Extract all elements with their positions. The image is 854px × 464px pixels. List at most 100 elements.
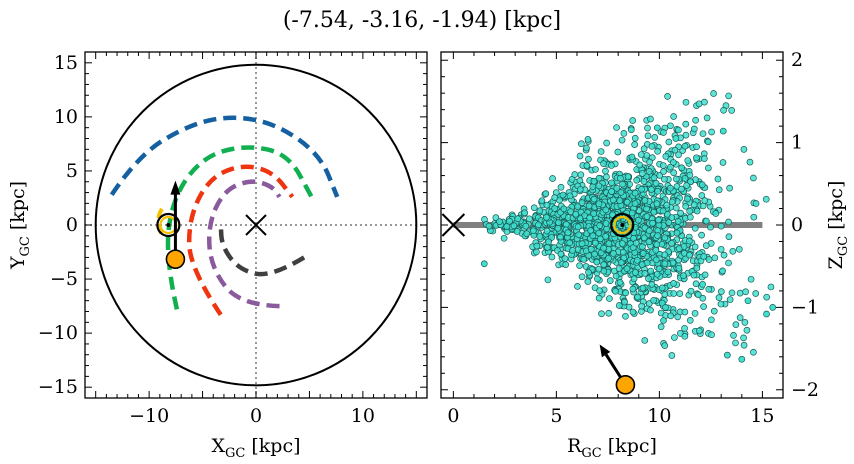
scatter-point <box>635 216 642 224</box>
scatter-point <box>740 341 748 349</box>
left-x-tick-label: 10 <box>351 405 375 427</box>
scatter-point <box>693 207 701 215</box>
scatter-point <box>729 247 737 255</box>
scatter-point <box>652 179 660 187</box>
left-ticks <box>84 51 428 399</box>
scatter-point <box>632 269 639 276</box>
scatter-point <box>705 164 712 172</box>
scatter-point <box>647 115 654 123</box>
scatter-point <box>585 268 592 276</box>
scatter-point <box>617 174 624 182</box>
scatter-point <box>513 228 521 235</box>
scatter-point <box>736 289 744 297</box>
scatter-point <box>742 288 749 296</box>
scatter-point <box>700 303 707 310</box>
scatter-point <box>557 233 564 241</box>
scatter-point <box>503 223 511 230</box>
scatter-point <box>661 260 669 267</box>
scatter-point <box>704 138 712 146</box>
scatter-point <box>595 200 603 208</box>
scatter-point <box>675 245 683 252</box>
scatter-point <box>670 113 677 120</box>
scatter-point <box>740 146 748 153</box>
scatter-point <box>584 136 592 143</box>
scatter-point <box>710 307 718 315</box>
scatter-point <box>633 176 641 184</box>
left-y-tick-label: −5 <box>50 268 78 290</box>
scatter-point <box>666 184 674 192</box>
scatter-point <box>717 222 725 230</box>
scatter-point <box>562 261 570 268</box>
scatter-point <box>659 162 667 169</box>
scatter-point <box>544 276 552 284</box>
scatter-point <box>594 275 601 283</box>
left-x-axis-label: XGC [kpc] <box>211 435 300 461</box>
scatter-point <box>602 167 609 175</box>
scatter-point <box>583 144 590 152</box>
scatter-point <box>763 293 771 301</box>
scatter-point <box>664 93 671 100</box>
right-plot-area <box>441 90 777 395</box>
velocity-arrow-head-right <box>599 344 611 358</box>
right-x-tick-label: 0 <box>447 405 459 427</box>
scatter-point <box>640 234 648 242</box>
scatter-point <box>726 184 733 192</box>
scatter-point <box>592 239 599 247</box>
left-y-tick-label: 5 <box>66 160 78 182</box>
scatter-point <box>691 309 699 317</box>
scatter-point <box>661 175 668 183</box>
scatter-point <box>640 177 648 185</box>
scatter-point <box>668 352 676 359</box>
scatter-point <box>543 201 551 209</box>
galactic-center-marker-right <box>441 213 466 237</box>
boundary-circle <box>94 63 418 387</box>
scatter-point <box>700 252 708 260</box>
left-y-tick-label: 15 <box>54 52 78 74</box>
scatter-point <box>647 267 655 275</box>
scatter-point <box>752 290 760 297</box>
scatter-point <box>563 221 570 228</box>
right-y-tick-label: 2 <box>791 49 803 71</box>
scatter-point <box>720 251 728 259</box>
scatter-point <box>769 304 777 311</box>
scatter-point <box>538 197 546 205</box>
scatter-point <box>686 237 693 245</box>
scatter-point <box>622 289 630 297</box>
scatter-point <box>693 154 700 162</box>
scatter-point <box>574 203 582 211</box>
scatter-point <box>743 326 751 334</box>
scatter-point <box>668 239 675 247</box>
left-x-tick-label: −10 <box>129 405 169 427</box>
scatter-point <box>681 308 689 316</box>
scatter-point <box>665 219 673 226</box>
scatter-point <box>720 106 727 114</box>
scatter-point <box>616 278 624 286</box>
scatter-point <box>705 256 713 263</box>
scatter-point <box>677 209 684 217</box>
scatter-point <box>725 218 732 226</box>
scatter-point <box>555 219 562 226</box>
scatter-point <box>699 130 707 138</box>
left-x-tick-label: 0 <box>250 405 262 427</box>
scatter-point <box>651 134 659 141</box>
scatter-point <box>715 186 723 194</box>
scatter-point <box>624 173 632 180</box>
scatter-point <box>650 208 658 216</box>
scatter-point <box>583 162 591 169</box>
scatter-point <box>612 287 619 295</box>
scatter-point <box>535 221 542 229</box>
scatter-point <box>682 98 690 106</box>
scatter-point <box>530 204 538 212</box>
scatter-point <box>641 337 649 344</box>
scatter-point <box>692 280 700 288</box>
scatter-point <box>653 124 661 132</box>
scatter-point <box>632 239 640 247</box>
scatter-point <box>670 290 678 297</box>
scatter-point <box>653 241 661 248</box>
scatter-point <box>605 309 613 317</box>
scatter-point <box>681 332 689 340</box>
scatter-point <box>585 155 592 163</box>
scatter-point <box>695 327 703 335</box>
scatter-point <box>687 213 694 221</box>
scatter-point <box>717 300 725 308</box>
